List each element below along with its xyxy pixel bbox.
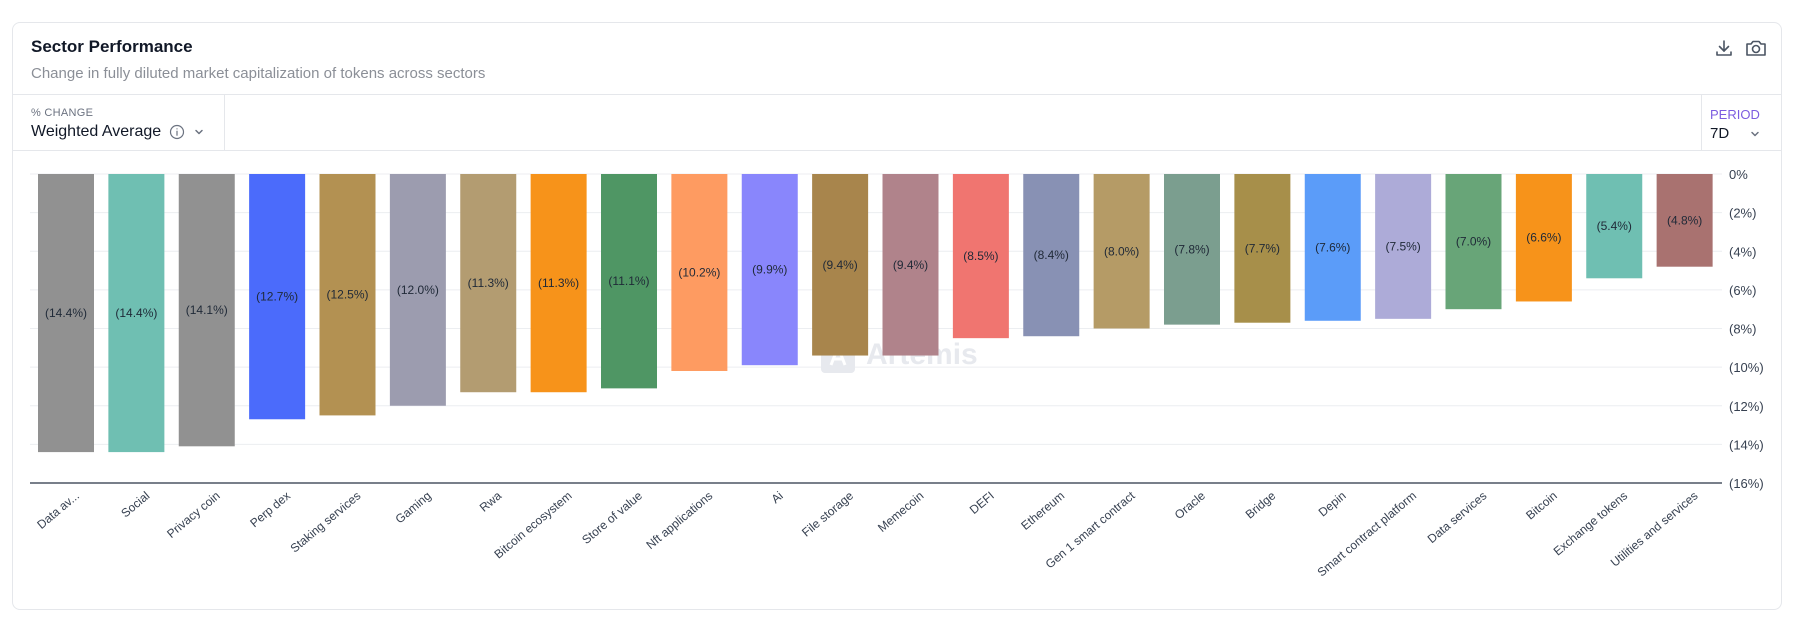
x-tick-label: Social <box>118 489 152 521</box>
y-tick-label: 0% <box>1729 167 1748 182</box>
period-value: 7D <box>1710 125 1730 142</box>
bar <box>319 174 376 416</box>
data-label: (7.6%) <box>1315 240 1350 254</box>
bar <box>530 174 587 393</box>
x-tick-label: Gaming <box>393 489 434 527</box>
data-label: (12.7%) <box>256 290 298 304</box>
bar <box>1304 174 1361 321</box>
x-tick-label: Store of value <box>579 488 645 547</box>
bar <box>741 174 798 366</box>
data-label: (6.6%) <box>1526 231 1561 245</box>
x-tick-label: File storage <box>799 488 856 539</box>
chevron-down-icon <box>193 126 205 138</box>
data-label: (8.4%) <box>1034 248 1069 262</box>
metric-value: Weighted Average <box>31 123 162 140</box>
data-label: (11.3%) <box>468 276 509 290</box>
period-label: PERIOD <box>1710 107 1760 122</box>
x-tick-label: DEFI <box>967 489 997 517</box>
data-label: (14.4%) <box>45 306 87 320</box>
download-icon[interactable] <box>1711 35 1737 61</box>
x-tick-label: Ethereum <box>1018 489 1067 533</box>
y-tick-label: (16%) <box>1729 476 1764 491</box>
x-tick-label: Nft applications <box>643 489 715 552</box>
bar <box>671 174 728 371</box>
bar <box>460 174 517 393</box>
bar <box>1445 174 1502 310</box>
y-tick-label: (2%) <box>1729 206 1756 221</box>
y-tick-label: (14%) <box>1729 437 1764 452</box>
data-label: (7.8%) <box>1174 242 1209 256</box>
x-tick-label: Privacy coin <box>164 489 223 541</box>
bar <box>249 174 306 420</box>
bar <box>38 174 94 453</box>
data-label: (14.4%) <box>115 306 157 320</box>
camera-icon[interactable] <box>1743 35 1769 61</box>
bar <box>1234 174 1291 323</box>
data-label: (9.4%) <box>822 258 857 272</box>
data-label: (11.3%) <box>538 276 579 290</box>
data-label: (5.4%) <box>1597 219 1632 233</box>
data-label: (7.0%) <box>1456 235 1491 249</box>
data-label: (14.1%) <box>186 303 228 317</box>
info-icon[interactable] <box>169 124 185 140</box>
bar <box>1164 174 1220 325</box>
chart-title: Sector Performance <box>31 37 193 56</box>
metric-dropdown[interactable]: Weighted Average <box>31 123 205 141</box>
x-tick-label: Data av... <box>34 489 82 532</box>
x-tick-label: Ai <box>769 489 786 507</box>
bar <box>1586 174 1643 279</box>
metric-selector[interactable]: % CHANGE Weighted Average <box>13 95 225 151</box>
y-tick-label: (10%) <box>1729 360 1764 375</box>
x-tick-label: Exchange tokens <box>1551 489 1631 559</box>
y-tick-label: (4%) <box>1729 244 1756 259</box>
y-tick-label: (8%) <box>1729 322 1756 337</box>
bar <box>389 174 446 406</box>
x-tick-label: Rwa <box>477 488 505 514</box>
x-tick-label: Memecoin <box>875 489 926 535</box>
x-tick-label: Staking services <box>287 489 363 556</box>
data-label: (10.2%) <box>678 265 720 279</box>
x-tick-label: Depin <box>1316 489 1349 520</box>
data-label: (7.7%) <box>1245 241 1280 255</box>
data-label: (7.5%) <box>1385 239 1420 253</box>
bar <box>812 174 869 356</box>
data-label: (12.0%) <box>397 283 439 297</box>
data-label: (9.9%) <box>752 263 787 277</box>
bar <box>178 174 235 447</box>
y-tick-label: (12%) <box>1729 399 1764 414</box>
data-label: (8.0%) <box>1104 244 1139 258</box>
metric-label: % CHANGE <box>31 107 94 119</box>
bar <box>601 174 657 389</box>
bar <box>1093 174 1150 329</box>
x-tick-label: Oracle <box>1172 488 1208 522</box>
x-tick-label: Bitcoin ecosystem <box>491 489 574 562</box>
bar <box>108 174 165 453</box>
bar <box>1515 174 1572 302</box>
chart-subtitle: Change in fully diluted market capitaliz… <box>31 65 486 82</box>
x-tick-label: Data services <box>1425 489 1490 546</box>
data-label: (11.1%) <box>608 274 649 288</box>
bar <box>1656 174 1713 267</box>
data-label: (4.8%) <box>1667 213 1702 227</box>
bar <box>1375 174 1432 319</box>
period-selector[interactable]: PERIOD 7D <box>1701 95 1781 151</box>
header-divider <box>13 94 1781 95</box>
data-label: (12.5%) <box>326 288 368 302</box>
x-tick-label: Perp dex <box>247 489 293 531</box>
x-tick-label: Bitcoin <box>1523 489 1560 523</box>
bar <box>952 174 1009 339</box>
x-tick-label: Bridge <box>1243 488 1279 521</box>
data-label: (9.4%) <box>893 258 928 272</box>
bar <box>1023 174 1080 337</box>
y-tick-label: (6%) <box>1729 283 1756 298</box>
period-dropdown[interactable]: 7D <box>1710 125 1761 142</box>
chevron-down-icon <box>1749 128 1761 140</box>
data-label: (8.5%) <box>963 249 998 263</box>
bar <box>882 174 939 356</box>
controls-divider <box>13 150 1781 151</box>
